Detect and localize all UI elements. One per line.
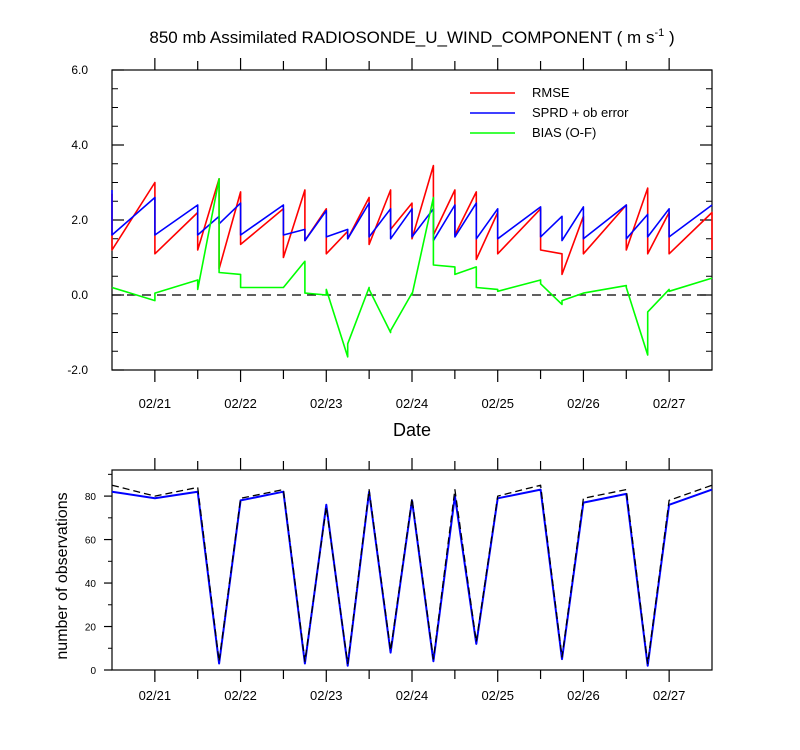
top-xtick-label: 02/24 xyxy=(396,396,429,411)
legend-label-sprd: SPRD + ob error xyxy=(532,105,629,120)
top-ytick-label: 2.0 xyxy=(71,213,88,227)
top-xtick-label: 02/26 xyxy=(567,396,600,411)
top-xtick-label: 02/22 xyxy=(224,396,257,411)
series-line-possible-obs xyxy=(111,484,713,665)
bottom-series-group xyxy=(111,484,713,667)
top-ytick-label: 6.0 xyxy=(71,63,88,77)
bottom-ytick-label: 60 xyxy=(85,536,97,547)
bottom-x-axis: 02/21 02/22 02/23 02/24 02/25 02/26 02/27 xyxy=(139,688,686,703)
bottom-plot-panel: 80 60 40 20 0 02/21 02/22 02/23 02/24 02/25 02/26… xyxy=(54,458,713,703)
top-xtick-label: 02/25 xyxy=(481,396,514,411)
x-axis-label: Date xyxy=(393,420,431,440)
bottom-xtick-label: 02/24 xyxy=(396,688,429,703)
top-plot-panel: 6.04.02.00.0-2.0 02/21 02/22 02/23 02/24 02/… xyxy=(67,58,713,440)
y-axis-label-observations: number of observations xyxy=(54,492,71,659)
bottom-y-axis: 80 60 40 20 0 xyxy=(85,473,112,677)
bottom-xtick-label: 02/26 xyxy=(567,688,600,703)
series-line-used-obs xyxy=(111,488,713,667)
legend: RMSE SPRD + ob error BIAS (O-F) xyxy=(470,85,629,140)
top-xtick-label: 02/27 xyxy=(653,396,686,411)
top-xtick-label: 02/23 xyxy=(310,396,343,411)
legend-label-bias: BIAS (O-F) xyxy=(532,125,596,140)
bottom-ytick-label: 0 xyxy=(90,666,96,677)
bottom-xtick-label: 02/23 xyxy=(310,688,343,703)
top-ytick-label: -2.0 xyxy=(67,363,88,377)
bottom-ytick-label: 20 xyxy=(85,623,97,634)
top-ytick-label: 4.0 xyxy=(71,138,88,152)
bottom-ytick-label: 80 xyxy=(85,492,97,503)
legend-label-rmse: RMSE xyxy=(532,85,570,100)
bottom-xtick-label: 02/22 xyxy=(224,688,257,703)
top-series-group xyxy=(111,164,713,358)
series-line-bias xyxy=(111,178,713,358)
top-xtick-label: 02/21 xyxy=(139,396,172,411)
top-x-axis: 02/21 02/22 02/23 02/24 02/25 02/26 02/27 xyxy=(139,396,686,411)
bottom-xtick-label: 02/27 xyxy=(653,688,686,703)
bottom-ytick-label: 40 xyxy=(85,579,97,590)
top-minor-ticks xyxy=(154,58,670,382)
bottom-xtick-label: 02/21 xyxy=(139,688,172,703)
bottom-minor-ticks xyxy=(154,458,670,682)
chart-title: 850 mb Assimilated RADIOSONDE_U_WIND_COM… xyxy=(149,27,674,47)
series-line-sprd xyxy=(111,190,713,242)
top-ytick-label: 0.0 xyxy=(71,288,88,302)
bottom-xtick-label: 02/25 xyxy=(481,688,514,703)
